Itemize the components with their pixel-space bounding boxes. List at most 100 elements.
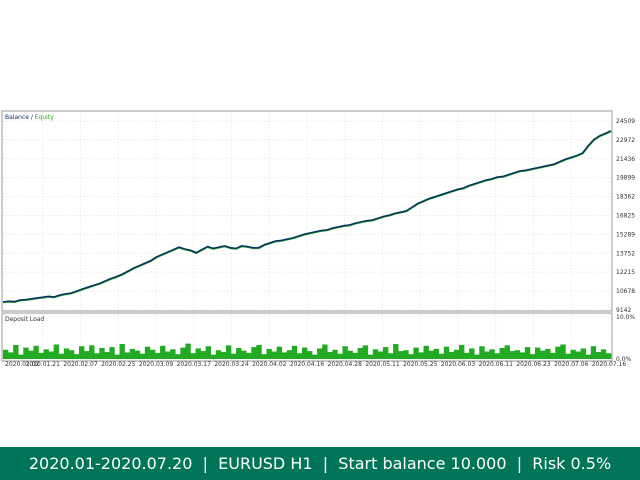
backtest-chart: 9142 10678 12215 13752 15289 16825 18362 19899 2… bbox=[1, 110, 635, 368]
deposit-load-bar bbox=[225, 345, 232, 359]
y-tick-label: 22972 bbox=[616, 137, 635, 144]
deposit-load-bar bbox=[337, 353, 343, 359]
deposit-load-bar bbox=[58, 353, 65, 359]
deposit-load-bar bbox=[580, 348, 586, 359]
deposit-load-bar bbox=[428, 350, 434, 359]
x-tick-label: 2020.07.16 bbox=[592, 361, 627, 368]
deposit-load-bar bbox=[170, 349, 176, 359]
deposit-load-bar bbox=[423, 345, 429, 359]
legend: Balance / Equity bbox=[5, 114, 54, 121]
deposit-load-bar bbox=[367, 354, 374, 359]
deposit-load-bar bbox=[595, 351, 602, 359]
deposit-load-bar bbox=[266, 348, 272, 359]
legend-entry-balance: Balance bbox=[5, 114, 29, 121]
deposit-load-bar bbox=[585, 354, 592, 359]
deposit-load-bar bbox=[560, 344, 566, 359]
x-tick-label: 2020.07.06 bbox=[554, 361, 589, 368]
y-tick-label: 19899 bbox=[616, 175, 635, 182]
deposit-load-bar bbox=[43, 349, 49, 359]
deposit-load-bar bbox=[38, 352, 44, 359]
deposit-load-bar bbox=[499, 348, 505, 359]
deposit-load-bar bbox=[494, 353, 500, 359]
deposit-load-bar bbox=[529, 354, 536, 359]
deposit-load-bar bbox=[504, 345, 510, 359]
deposit-load-bar bbox=[28, 350, 34, 359]
x-tick-label: 2020.03.24 bbox=[214, 361, 249, 368]
deposit-load-bar bbox=[149, 349, 156, 359]
deposit-load-bar bbox=[362, 345, 369, 359]
x-tick-label: 2020.06.03 bbox=[441, 361, 476, 368]
deposit-load-bar bbox=[347, 350, 353, 359]
deposit-load-bar bbox=[464, 352, 470, 359]
deposit-load-bar bbox=[79, 346, 85, 359]
footer-banner: 2020.01-2020.07.20 | EURUSD H1 | Start b… bbox=[0, 447, 640, 480]
legend-entry-deposit-load: Deposit Load bbox=[5, 316, 44, 323]
deposit-load-bar bbox=[317, 348, 323, 359]
deposit-load-bar bbox=[443, 346, 450, 359]
deposit-load-bar bbox=[104, 351, 110, 359]
x-tick-label: 2020.04.28 bbox=[328, 361, 363, 368]
deposit-load-bar bbox=[524, 347, 531, 359]
deposit-load-bar bbox=[246, 352, 252, 359]
deposit-load-bar bbox=[215, 350, 222, 359]
deposit-load-bar bbox=[312, 354, 318, 359]
deposit-load-bar bbox=[342, 346, 348, 359]
deposit-load-bar bbox=[89, 345, 95, 359]
deposit-load-bar bbox=[408, 354, 414, 359]
deposit-load-bar bbox=[489, 349, 495, 359]
deposit-load-bar bbox=[575, 351, 581, 359]
deposit-load-bar bbox=[590, 346, 597, 359]
deposit-load-bar bbox=[276, 346, 282, 359]
deposit-load-bar bbox=[160, 345, 166, 359]
legend-separator: / bbox=[29, 114, 35, 121]
deposit-load-bar bbox=[469, 348, 475, 359]
deposit-load-bar bbox=[484, 351, 490, 359]
deposit-load-bar bbox=[48, 351, 54, 359]
x-tick-label: 2020.02.25 bbox=[101, 361, 136, 368]
y-tick-label: 16825 bbox=[616, 213, 635, 220]
deposit-load-bar bbox=[565, 353, 571, 359]
x-tick-label: 2020.04.16 bbox=[290, 361, 325, 368]
x-tick-label: 2020.06.11 bbox=[479, 361, 514, 368]
deposit-load-bar bbox=[357, 348, 364, 359]
deposit-load-bar bbox=[165, 351, 171, 359]
deposit-load-bar bbox=[256, 344, 262, 359]
deposit-load-bar bbox=[377, 351, 384, 359]
legend: Deposit Load bbox=[5, 316, 44, 323]
deposit-load-bar bbox=[519, 352, 526, 359]
x-tick-label: 2020.06.23 bbox=[516, 361, 551, 368]
deposit-load-bar bbox=[545, 348, 551, 359]
deposit-load-bar bbox=[33, 345, 39, 359]
deposit-load-bar bbox=[18, 354, 24, 359]
deposit-load-bar bbox=[251, 347, 257, 359]
deposit-load-bar bbox=[535, 347, 541, 359]
deposit-load-bar bbox=[210, 354, 217, 359]
deposit-load-bar bbox=[433, 348, 440, 359]
deposit-load-bar bbox=[600, 349, 607, 359]
deposit-load-bar bbox=[195, 348, 201, 359]
x-tick-label: 2020.03.17 bbox=[177, 361, 212, 368]
deposit-load-bar bbox=[139, 353, 146, 359]
deposit-load-bar bbox=[474, 354, 480, 359]
deposit-load-bar bbox=[200, 351, 206, 359]
deposit-load-bar bbox=[144, 346, 151, 359]
deposit-load-bar bbox=[13, 344, 19, 359]
y-tick-label: 15289 bbox=[616, 231, 635, 238]
y-tick-label: 13752 bbox=[616, 250, 635, 257]
deposit-load-bar bbox=[605, 353, 612, 359]
deposit-load-bar bbox=[413, 347, 419, 359]
deposit-load-bar bbox=[403, 350, 409, 359]
deposit-load-bar bbox=[322, 344, 328, 359]
x-tick-label: 2020.03.09 bbox=[139, 361, 174, 368]
deposit-load-bar bbox=[261, 354, 267, 359]
series-line-balance bbox=[2, 130, 612, 303]
deposit-load-bar bbox=[3, 349, 9, 359]
deposit-load-bar bbox=[332, 349, 338, 359]
deposit-load-bar bbox=[307, 351, 313, 359]
deposit-load-bar bbox=[134, 350, 141, 359]
deposit-load-bar bbox=[241, 350, 247, 359]
deposit-load-bar bbox=[114, 354, 120, 359]
deposit-load-bar bbox=[220, 351, 227, 359]
deposit-load-bar bbox=[185, 343, 191, 359]
